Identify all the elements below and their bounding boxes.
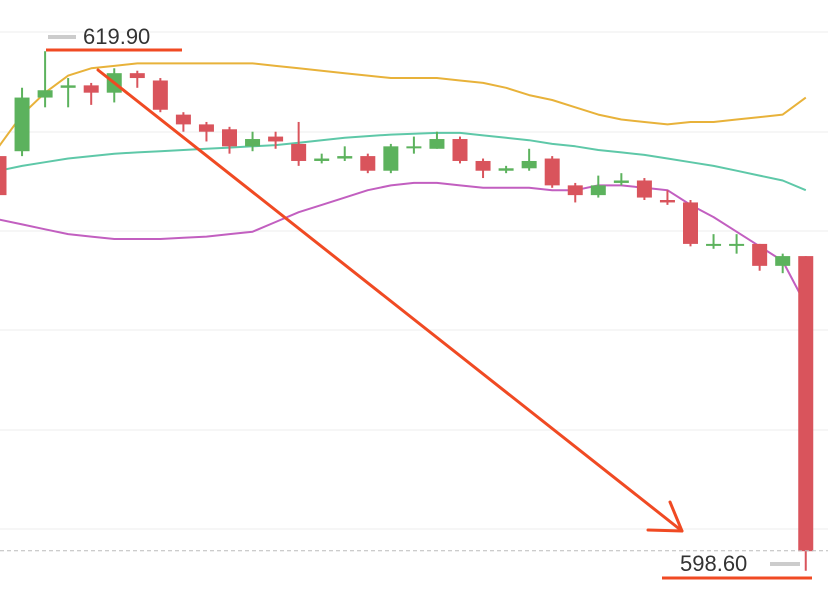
candle	[498, 165, 514, 174]
candle	[798, 256, 814, 571]
candle-body	[0, 156, 7, 196]
candle	[152, 78, 168, 113]
candle	[590, 175, 606, 198]
candles	[0, 51, 814, 571]
trend-arrow	[96, 68, 684, 533]
candle-body	[729, 243, 745, 246]
candle-body	[752, 243, 768, 266]
high-price-label: 619.90	[83, 24, 150, 49]
candle-body	[498, 168, 514, 171]
candle	[683, 200, 698, 247]
candle-body	[636, 180, 652, 198]
candle	[521, 148, 537, 171]
candle	[245, 131, 261, 152]
candle-body	[590, 185, 606, 196]
candle-body	[429, 139, 445, 149]
candle-body	[475, 160, 491, 171]
candle	[636, 178, 652, 200]
candle-body	[406, 146, 422, 149]
candle	[198, 121, 214, 142]
candle	[175, 112, 191, 132]
candle	[729, 234, 745, 254]
candle-body	[14, 97, 30, 152]
candle-body	[83, 85, 99, 93]
candle	[337, 146, 353, 161]
candle-body	[268, 136, 284, 142]
candle-body	[175, 114, 191, 125]
candle-body	[659, 200, 675, 203]
candle	[429, 131, 445, 149]
candle-body	[198, 124, 214, 132]
candle-body	[383, 146, 399, 171]
candle	[222, 126, 237, 154]
candle-body	[337, 156, 353, 159]
candle	[60, 78, 76, 108]
candle	[0, 156, 7, 196]
upper-band-line	[0, 62, 807, 147]
lower-band-line	[0, 181, 807, 306]
candle-body	[291, 143, 307, 161]
candle	[14, 87, 30, 157]
grid-lines	[0, 31, 828, 530]
candle-body	[129, 73, 145, 79]
candle	[775, 253, 791, 274]
candle-body	[245, 139, 261, 147]
candle	[544, 156, 560, 188]
bollinger-bands	[0, 62, 807, 306]
candle	[37, 51, 53, 108]
candle-body	[775, 256, 791, 266]
candle	[83, 82, 99, 105]
trend-arrow-head	[646, 500, 684, 533]
candle	[706, 234, 722, 249]
middle-band-line	[0, 131, 807, 192]
candle-body	[567, 185, 583, 196]
candle	[659, 190, 675, 205]
candle	[567, 182, 583, 203]
candle	[752, 243, 768, 271]
candle-body	[60, 85, 76, 88]
candle-body	[152, 80, 168, 110]
candle-body	[222, 129, 237, 147]
candle-body	[521, 160, 537, 169]
candle	[268, 131, 284, 149]
candle	[383, 143, 399, 174]
candle-body	[37, 90, 53, 98]
candle-body	[452, 139, 468, 161]
candle-body	[683, 202, 698, 244]
candle-body	[544, 158, 560, 186]
candle	[129, 70, 145, 88]
candle	[360, 153, 376, 174]
candle-body	[613, 180, 629, 183]
candle	[291, 121, 307, 166]
low-price-label: 598.60	[680, 551, 747, 576]
candle-body	[360, 156, 376, 171]
candle	[406, 136, 422, 154]
candle-body	[798, 256, 814, 552]
candle	[314, 153, 330, 164]
annotations: 619.90 598.60	[0, 24, 828, 580]
candle	[475, 158, 491, 179]
candle-body	[314, 158, 330, 161]
candle-body	[706, 243, 722, 246]
candle	[613, 173, 629, 186]
candle	[452, 136, 468, 164]
